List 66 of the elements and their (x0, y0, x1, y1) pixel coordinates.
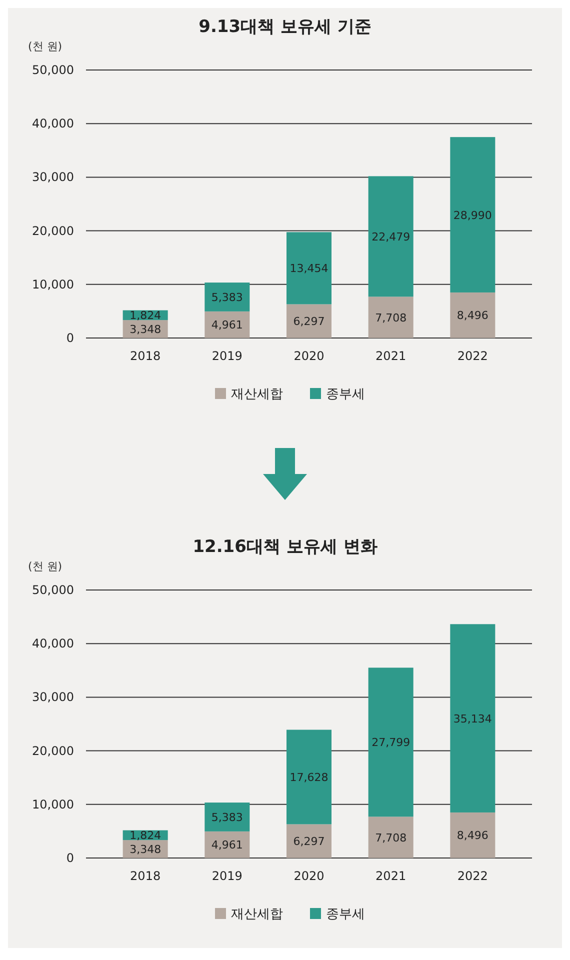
data-label: 7,708 (375, 311, 407, 324)
data-label: 27,799 (372, 736, 410, 750)
data-label: 4,961 (211, 838, 243, 852)
y-tick-label: 30,000 (32, 690, 74, 704)
y-tick-label: 30,000 (32, 170, 74, 184)
data-label: 28,990 (453, 208, 492, 222)
data-label: 8,496 (456, 309, 488, 322)
bar (204, 282, 250, 312)
y-tick-label: 40,000 (32, 636, 74, 651)
bar (368, 668, 414, 817)
x-tick-label: 2021 (376, 349, 406, 363)
data-label: 1,824 (130, 829, 162, 842)
y-tick-label: 0 (66, 331, 74, 345)
y-tick-label: 20,000 (32, 224, 74, 238)
data-label: 1,824 (130, 309, 162, 322)
y-tick-label: 50,000 (32, 63, 74, 77)
x-tick-label: 2019 (212, 869, 242, 883)
bar (450, 137, 496, 292)
data-label: 5,383 (211, 810, 243, 824)
data-label: 17,628 (290, 771, 328, 784)
data-label: 35,134 (453, 712, 492, 726)
y-tick-label: 10,000 (32, 277, 74, 292)
bar (204, 802, 250, 832)
y-tick-label: 40,000 (32, 116, 74, 131)
x-tick-label: 2018 (130, 869, 161, 883)
bar (368, 176, 414, 297)
y-tick-label: 10,000 (32, 797, 74, 812)
bar (450, 812, 496, 858)
bar (286, 232, 332, 304)
bar (286, 304, 332, 338)
x-tick-label: 2019 (212, 349, 242, 363)
y-tick-label: 50,000 (32, 583, 74, 597)
x-tick-label: 2018 (130, 349, 161, 363)
legend-label: 재산세합 (231, 387, 283, 402)
bar (450, 292, 496, 338)
data-label: 7,708 (375, 831, 407, 844)
data-label: 4,961 (211, 318, 243, 332)
legend-label: 재산세합 (231, 907, 283, 922)
bar (204, 311, 250, 338)
y-tick-label: 0 (66, 851, 74, 865)
data-label: 22,479 (372, 230, 410, 244)
bar (368, 816, 414, 858)
chart-title: 9.13대책 보유세 기준 (198, 17, 372, 37)
bar (450, 624, 496, 812)
x-tick-label: 2020 (294, 869, 324, 883)
bar (286, 824, 332, 858)
bar (368, 296, 414, 338)
bar (286, 730, 332, 824)
data-label: 3,348 (130, 843, 162, 856)
x-tick-label: 2020 (294, 349, 324, 363)
bar (204, 831, 250, 858)
x-tick-label: 2022 (457, 869, 488, 883)
y-tick-label: 20,000 (32, 744, 74, 758)
legend-label: 종부세 (326, 387, 365, 402)
data-label: 13,454 (290, 262, 328, 276)
data-label: 6,297 (293, 315, 325, 328)
x-tick-label: 2021 (376, 869, 406, 883)
legend-label: 종부세 (326, 907, 365, 922)
y-axis-title: (천 원) (28, 40, 62, 53)
data-label: 5,383 (211, 290, 243, 304)
chart-title: 12.16대책 보유세 변화 (192, 537, 378, 557)
data-label: 8,496 (456, 829, 488, 842)
x-tick-label: 2022 (457, 349, 488, 363)
data-label: 3,348 (130, 323, 162, 336)
data-label: 6,297 (293, 835, 325, 848)
y-axis-title: (천 원) (28, 560, 62, 573)
